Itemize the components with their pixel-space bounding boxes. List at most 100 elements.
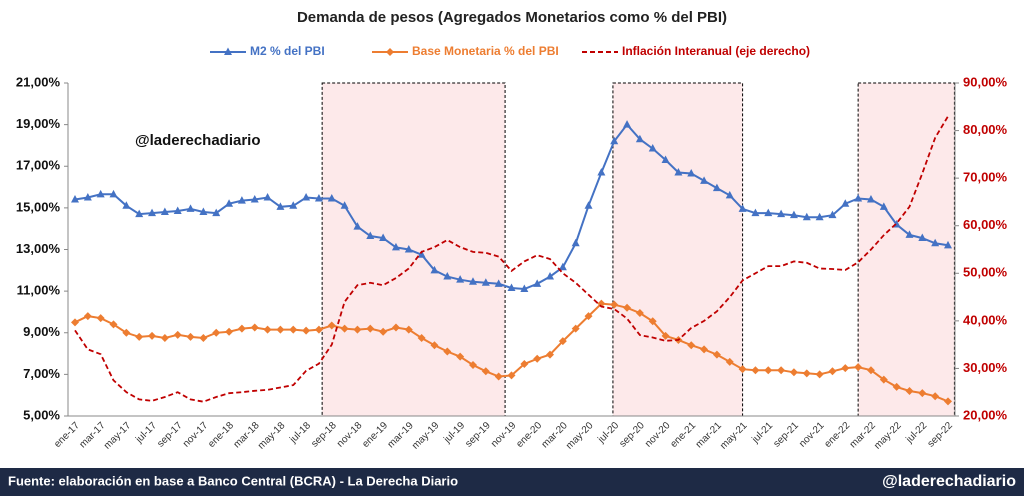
point bbox=[623, 303, 632, 312]
point bbox=[237, 324, 246, 333]
point bbox=[199, 207, 208, 216]
point bbox=[71, 195, 79, 203]
point bbox=[674, 167, 683, 176]
watermark: @laderechadiario bbox=[135, 132, 261, 149]
point bbox=[610, 300, 619, 309]
point bbox=[160, 333, 169, 342]
point bbox=[443, 347, 452, 356]
point bbox=[212, 328, 221, 337]
point bbox=[789, 210, 798, 219]
point bbox=[764, 208, 773, 217]
point bbox=[109, 320, 118, 329]
point bbox=[109, 189, 118, 198]
point bbox=[122, 201, 131, 209]
point bbox=[83, 312, 92, 321]
point bbox=[379, 233, 388, 242]
point bbox=[225, 327, 234, 336]
y-tick-label: 9,00% bbox=[23, 324, 60, 339]
point bbox=[353, 325, 362, 334]
footer-bar bbox=[0, 468, 1024, 496]
point bbox=[314, 325, 323, 334]
y2-tick-label: 40,00% bbox=[963, 312, 1008, 327]
point bbox=[905, 387, 914, 396]
point bbox=[302, 192, 311, 201]
point bbox=[789, 368, 798, 377]
point bbox=[533, 279, 542, 287]
point bbox=[944, 240, 952, 249]
point bbox=[430, 341, 439, 350]
point bbox=[225, 199, 234, 207]
y2-tick-label: 60,00% bbox=[963, 217, 1008, 232]
point bbox=[456, 275, 465, 283]
y-tick-label: 21,00% bbox=[16, 74, 61, 89]
point bbox=[327, 321, 336, 330]
point bbox=[212, 208, 221, 217]
point bbox=[250, 323, 259, 332]
point bbox=[623, 120, 632, 128]
shaded-period bbox=[857, 82, 955, 417]
y2-tick-label: 30,00% bbox=[963, 360, 1008, 375]
point bbox=[391, 323, 400, 332]
point bbox=[302, 326, 311, 335]
point bbox=[584, 312, 593, 321]
point bbox=[571, 238, 580, 247]
point bbox=[533, 354, 542, 363]
point bbox=[237, 196, 246, 204]
legend-label: Inflación Interanual (eje derecho) bbox=[622, 44, 810, 58]
point bbox=[404, 245, 413, 253]
point bbox=[687, 341, 696, 350]
point bbox=[276, 325, 285, 334]
point bbox=[918, 389, 927, 398]
point bbox=[918, 233, 927, 242]
point bbox=[700, 176, 709, 184]
point bbox=[815, 212, 824, 221]
y-tick-label: 19,00% bbox=[16, 116, 61, 131]
point bbox=[712, 350, 721, 359]
point bbox=[558, 262, 567, 271]
point bbox=[879, 202, 888, 210]
point bbox=[340, 324, 349, 333]
y2-tick-label: 90,00% bbox=[963, 74, 1008, 89]
point bbox=[366, 324, 375, 333]
point bbox=[289, 325, 298, 334]
point bbox=[738, 365, 747, 374]
point bbox=[417, 250, 426, 258]
point bbox=[854, 194, 863, 202]
point bbox=[173, 330, 182, 339]
footer-handle: @laderechadiario bbox=[882, 473, 1016, 490]
point bbox=[841, 199, 850, 207]
point bbox=[379, 327, 388, 336]
point bbox=[764, 366, 773, 375]
point bbox=[802, 369, 811, 378]
point bbox=[546, 350, 555, 359]
point bbox=[931, 392, 940, 401]
point bbox=[391, 242, 400, 251]
y-tick-label: 11,00% bbox=[17, 283, 61, 298]
legend-marker bbox=[224, 47, 232, 55]
y2-tick-label: 50,00% bbox=[963, 265, 1008, 280]
y2-tick-label: 20,00% bbox=[963, 407, 1008, 422]
y-tick-label: 13,00% bbox=[16, 241, 61, 256]
point bbox=[148, 208, 157, 217]
point bbox=[648, 144, 657, 152]
point bbox=[931, 238, 940, 247]
point bbox=[712, 183, 721, 192]
point bbox=[494, 372, 503, 381]
point bbox=[738, 204, 747, 212]
point bbox=[558, 337, 567, 346]
point bbox=[571, 324, 580, 333]
point bbox=[661, 331, 670, 340]
point bbox=[879, 375, 888, 384]
point bbox=[777, 209, 786, 218]
y-tick-label: 17,00% bbox=[16, 158, 61, 173]
point bbox=[841, 364, 850, 373]
point bbox=[751, 366, 760, 375]
point bbox=[597, 299, 606, 308]
point bbox=[546, 272, 555, 280]
shaded-period bbox=[612, 82, 744, 417]
point bbox=[725, 357, 734, 366]
point bbox=[687, 169, 696, 177]
shaded-period bbox=[321, 82, 506, 417]
point bbox=[481, 278, 490, 286]
